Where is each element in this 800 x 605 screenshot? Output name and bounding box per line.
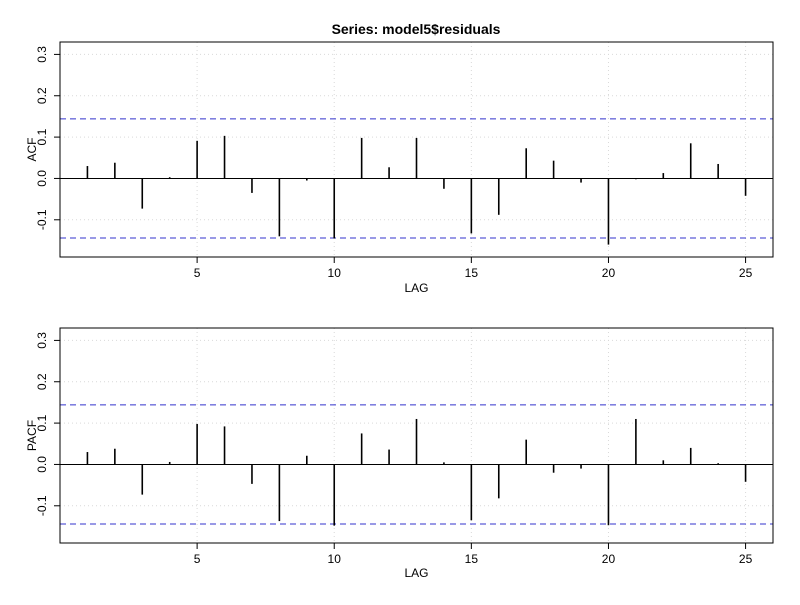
panel-acf: 5 10 15 20 25 -0.1 0.0 0.1 0.2 0.3 LAG ACF (25, 41, 774, 295)
y-axis-label: PACF (25, 420, 39, 451)
x-tick-label: 20 (602, 266, 616, 280)
x-tick-label: 5 (194, 266, 201, 280)
y-tick-label: 0.2 (35, 373, 49, 390)
plot-frame (59, 327, 774, 544)
plot-frame (59, 41, 774, 258)
y-tick-label: 0.0 (35, 170, 49, 187)
panel-pacf: 5 10 15 20 25 -0.1 0.0 0.1 0.2 0.3 LAG PACF (25, 327, 774, 580)
x-tick-label: 10 (328, 552, 342, 566)
x-tick-label: 15 (465, 552, 479, 566)
y-tick-label: 0.1 (35, 128, 49, 145)
x-axis-label: LAG (404, 281, 428, 295)
y-tick-label: 0.3 (35, 332, 49, 349)
y-tick-label: -0.1 (35, 495, 49, 516)
x-tick-label: 10 (328, 266, 342, 280)
chart-title: Series: model5$residuals (332, 21, 501, 37)
y-tick-label: -0.1 (35, 209, 49, 230)
y-tick-label: 0.2 (35, 87, 49, 104)
y-tick-label: 0.1 (35, 414, 49, 431)
y-tick-label: 0.0 (35, 456, 49, 473)
x-axis-label: LAG (404, 566, 428, 580)
x-tick-label: 5 (194, 552, 201, 566)
x-tick-label: 25 (739, 552, 753, 566)
x-tick-label: 25 (739, 266, 753, 280)
x-tick-label: 20 (602, 552, 616, 566)
y-axis-label: ACF (25, 138, 39, 162)
y-tick-label: 0.3 (35, 46, 49, 63)
x-tick-label: 15 (465, 266, 479, 280)
